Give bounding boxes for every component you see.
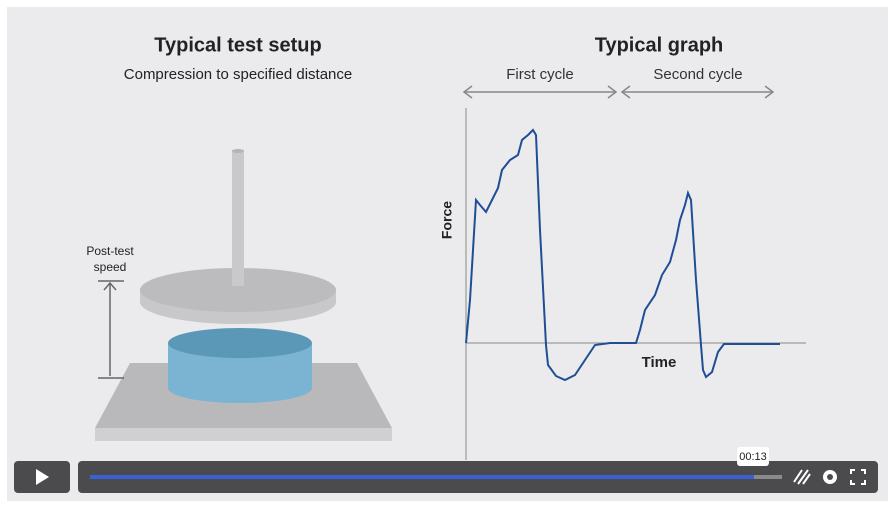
graph-title: Typical graph [595, 34, 724, 56]
time-tooltip [737, 447, 769, 466]
speed-label: speed [94, 260, 127, 274]
time-text: 00:13 [739, 451, 767, 463]
upper-plate [140, 268, 336, 312]
cycle-label: Second cycle [653, 66, 742, 83]
force-curve [465, 128, 780, 382]
captions-icon[interactable] [793, 469, 811, 485]
probe-rod-top [232, 149, 244, 153]
sample-body [168, 343, 312, 403]
cycle-arrows [462, 85, 775, 99]
setup-subtitle: Compression to specified distance [124, 66, 352, 83]
distance-arrow [98, 280, 124, 379]
setup-title: Typical test setup [154, 34, 321, 56]
base-plate-edge [95, 428, 392, 441]
play-icon [36, 469, 49, 485]
y-axis-label: Force [439, 201, 455, 239]
x-axis-label: Time [642, 354, 677, 371]
speed-label: Post-test [86, 244, 134, 258]
fullscreen-icon[interactable] [850, 469, 866, 485]
settings-icon[interactable] [823, 470, 837, 484]
sample-top [168, 328, 312, 358]
probe-rod [232, 150, 244, 286]
cycle-label: First cycle [506, 66, 574, 83]
progress-fill [90, 475, 754, 479]
